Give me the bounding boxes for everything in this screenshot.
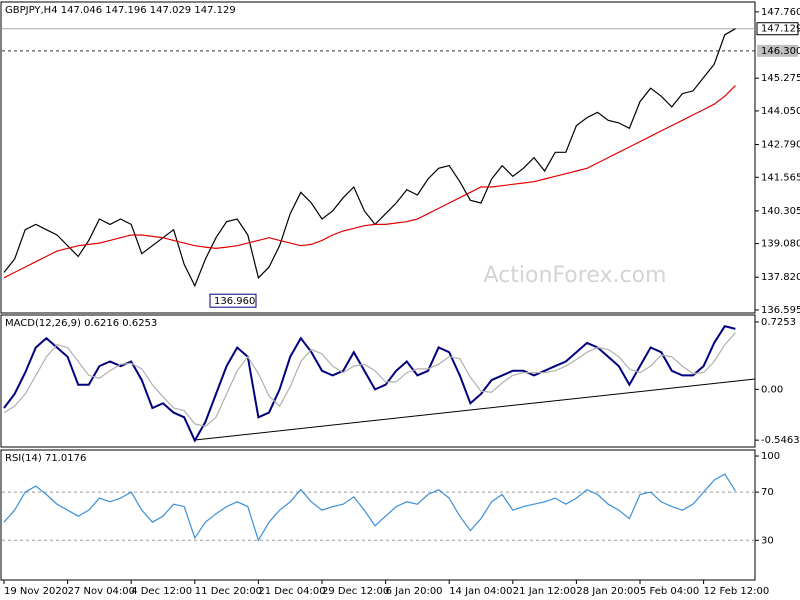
rsi-panel [0,449,756,581]
series-line [3,85,736,279]
x-tick-label: 14 Jan 04:00 [449,586,512,597]
macd-panel [0,314,756,448]
x-tick-label: 12 Feb 12:00 [704,586,770,597]
x-tick-label: 27 Nov 04:00 [68,586,135,597]
y-tick-label: 70 [761,487,774,498]
y-tick-label: 137.820 [761,272,800,283]
macd-title: MACD(12,26,9) 0.6216 0.6253 [5,318,157,329]
y-tick-label: 0.00 [761,384,783,395]
x-tick-label: 28 Jan 20:00 [576,586,639,597]
annotation-label: 136.960 [214,296,255,307]
y-tick-label: 0.7253 [761,317,796,328]
x-tick-label: 19 Nov 2020 [4,586,68,597]
x-tick-label: 5 Feb 04:00 [640,586,699,597]
trend-line [194,378,756,441]
chart-title: GBPJPY,H4 147.046 147.196 147.029 147.12… [5,5,236,16]
y-tick-label: -0.5463 [761,435,800,446]
y-tick-label: 136.595 [761,305,800,316]
current-price-box [756,22,799,36]
price-panel [0,1,756,314]
annotation-box [209,293,257,308]
y-tick-label: 145.275 [761,73,800,84]
y-tick-label: 141.565 [761,172,800,183]
y-tick-label: 140.305 [761,206,800,217]
watermark: ActionForex.com [484,263,667,288]
y-tick-label: 139.080 [761,239,800,250]
y-tick-label: 100 [761,451,780,462]
level-label-box [757,44,798,57]
x-tick-label: 21 Jan 12:00 [513,586,576,597]
series-line [3,28,736,288]
series-line [3,332,736,428]
y-tick-label: 144.050 [761,106,800,117]
rsi-title: RSI(14) 71.0176 [5,453,86,464]
series-line [3,473,736,542]
x-tick-label: 4 Dec 12:00 [131,586,192,597]
y-tick-label: 142.790 [761,140,800,151]
y-tick-label: 30 [761,535,774,546]
y-tick-label: 147.760 [761,7,800,18]
x-tick-label: 29 Dec 12:00 [322,586,389,597]
x-tick-label: 11 Dec 20:00 [195,586,262,597]
level-label: 146.300 [761,46,800,57]
x-tick-label: 6 Jan 20:00 [386,586,443,597]
x-tick-label: 21 Dec 04:00 [258,586,325,597]
current-price-label: 147.129 [761,24,800,35]
